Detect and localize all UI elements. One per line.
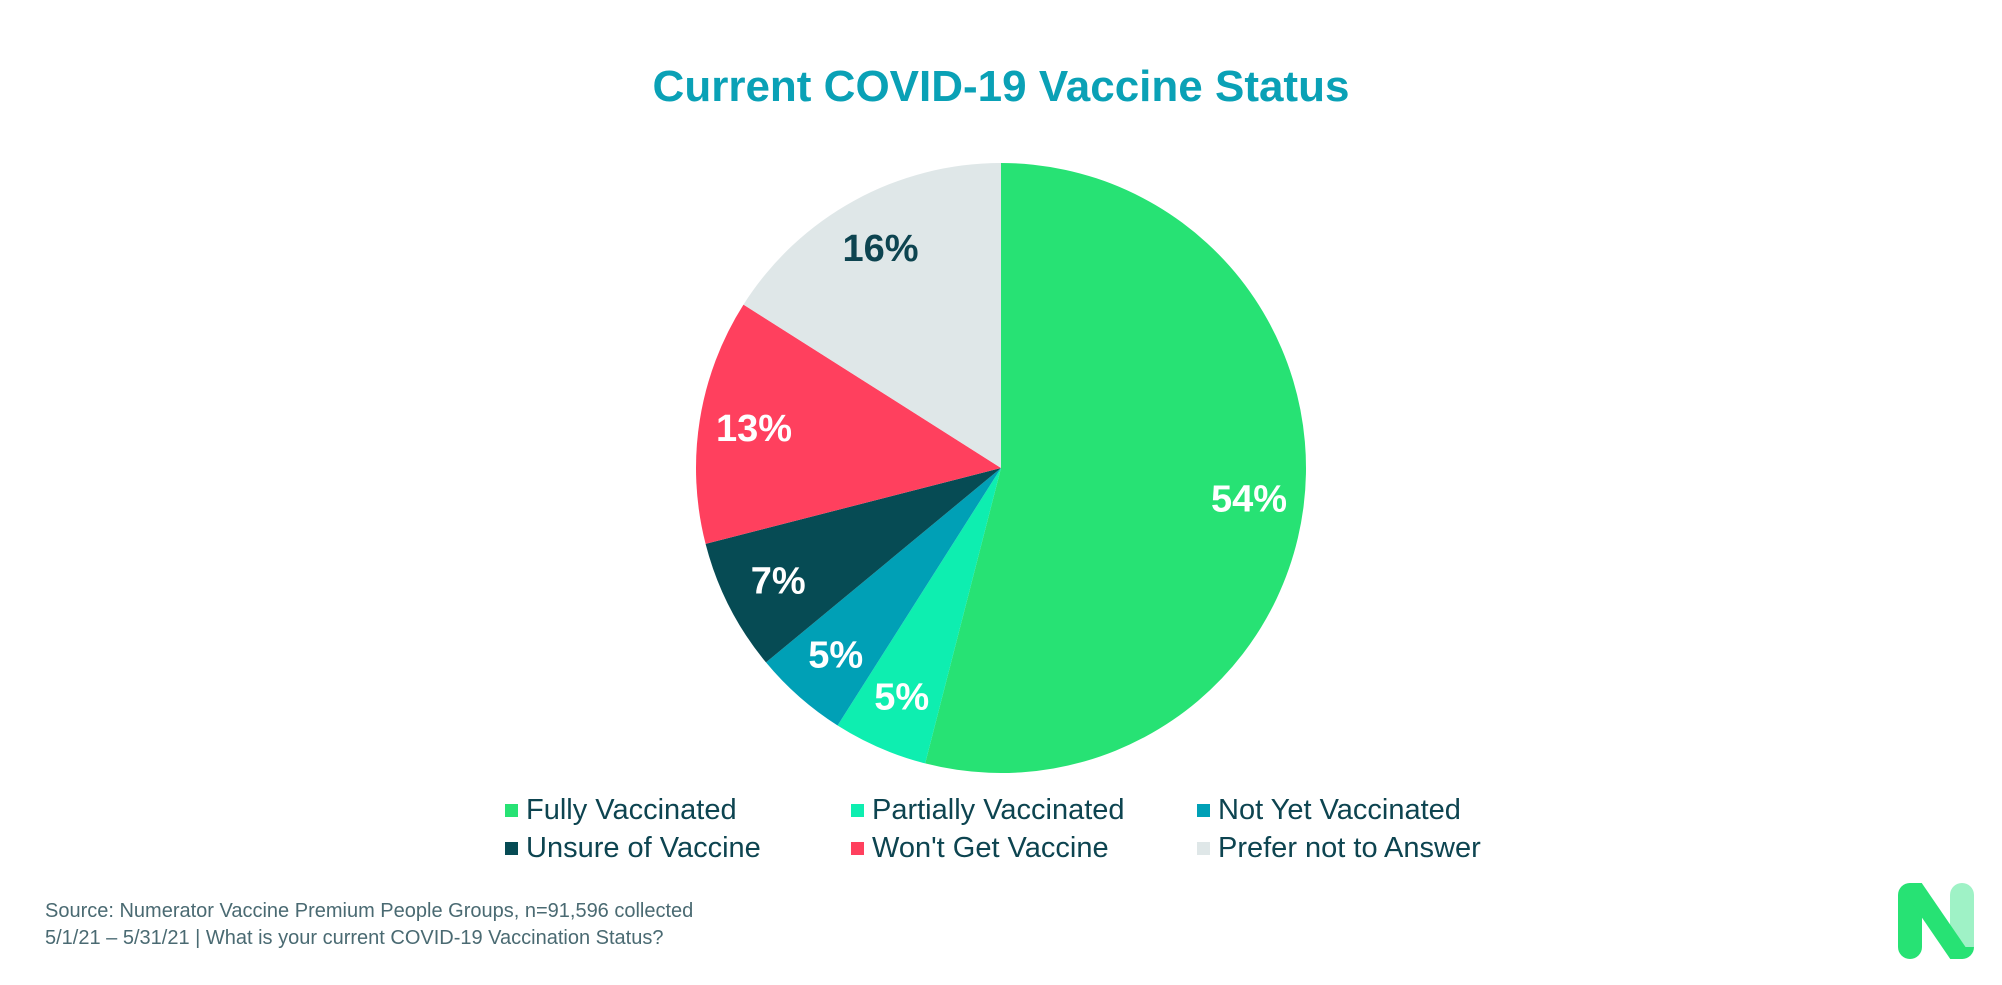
pie-label-not-yet-vaccinated: 5%: [808, 635, 863, 677]
legend-label: Not Yet Vaccinated: [1218, 793, 1461, 826]
chart-legend: Fully Vaccinated Partially Vaccinated Not …: [505, 793, 1565, 865]
pie-label-partially-vaccinated: 5%: [874, 676, 929, 718]
pie-slice-not-yet-vaccinated: [765, 468, 1001, 726]
pie-label-prefer-not-to-answer: 16%: [843, 228, 919, 270]
pie-slice-prefer-not-to-answer: [743, 163, 1001, 468]
legend-swatch: [851, 803, 864, 817]
legend-item-prefer-not-to-answer: Prefer not to Answer: [1197, 831, 1565, 865]
legend-label: Fully Vaccinated: [526, 793, 737, 826]
pie-label-unsure-of-vaccine: 7%: [751, 560, 806, 602]
pie-slice-unsure-of-vaccine: [705, 468, 1001, 663]
legend-swatch: [1197, 803, 1210, 817]
source-note: Source: Numerator Vaccine Premium People…: [45, 898, 693, 952]
pie-slice-won-t-get-vaccine: [696, 304, 1001, 544]
legend-item-fully-vaccinated: Fully Vaccinated: [505, 793, 851, 827]
legend-swatch: [505, 803, 518, 817]
chart-title: Current COVID-19 Vaccine Status: [652, 62, 1350, 111]
numerator-logo-icon: [1898, 883, 1974, 959]
legend-swatch: [851, 841, 864, 855]
legend-label: Prefer not to Answer: [1218, 831, 1481, 864]
pie-slice-partially-vaccinated: [837, 468, 1001, 764]
legend-swatch: [505, 841, 518, 855]
pie-label-won-t-get-vaccine: 13%: [716, 408, 792, 450]
legend-swatch: [1197, 841, 1210, 855]
pie-label-fully-vaccinated: 54%: [1211, 478, 1287, 520]
legend-item-won-t-get-vaccine: Won't Get Vaccine: [851, 831, 1197, 865]
legend-label: Partially Vaccinated: [872, 793, 1125, 826]
legend-item-partially-vaccinated: Partially Vaccinated: [851, 793, 1197, 827]
pie-slice-fully-vaccinated: [925, 163, 1307, 773]
legend-label: Won't Get Vaccine: [872, 831, 1109, 864]
source-line-2: 5/1/21 – 5/31/21 | What is your current …: [45, 927, 664, 949]
legend-label: Unsure of Vaccine: [526, 831, 761, 864]
legend-item-unsure-of-vaccine: Unsure of Vaccine: [505, 831, 851, 865]
legend-item-not-yet-vaccinated: Not Yet Vaccinated: [1197, 793, 1565, 827]
source-line-1: Source: Numerator Vaccine Premium People…: [45, 900, 694, 922]
